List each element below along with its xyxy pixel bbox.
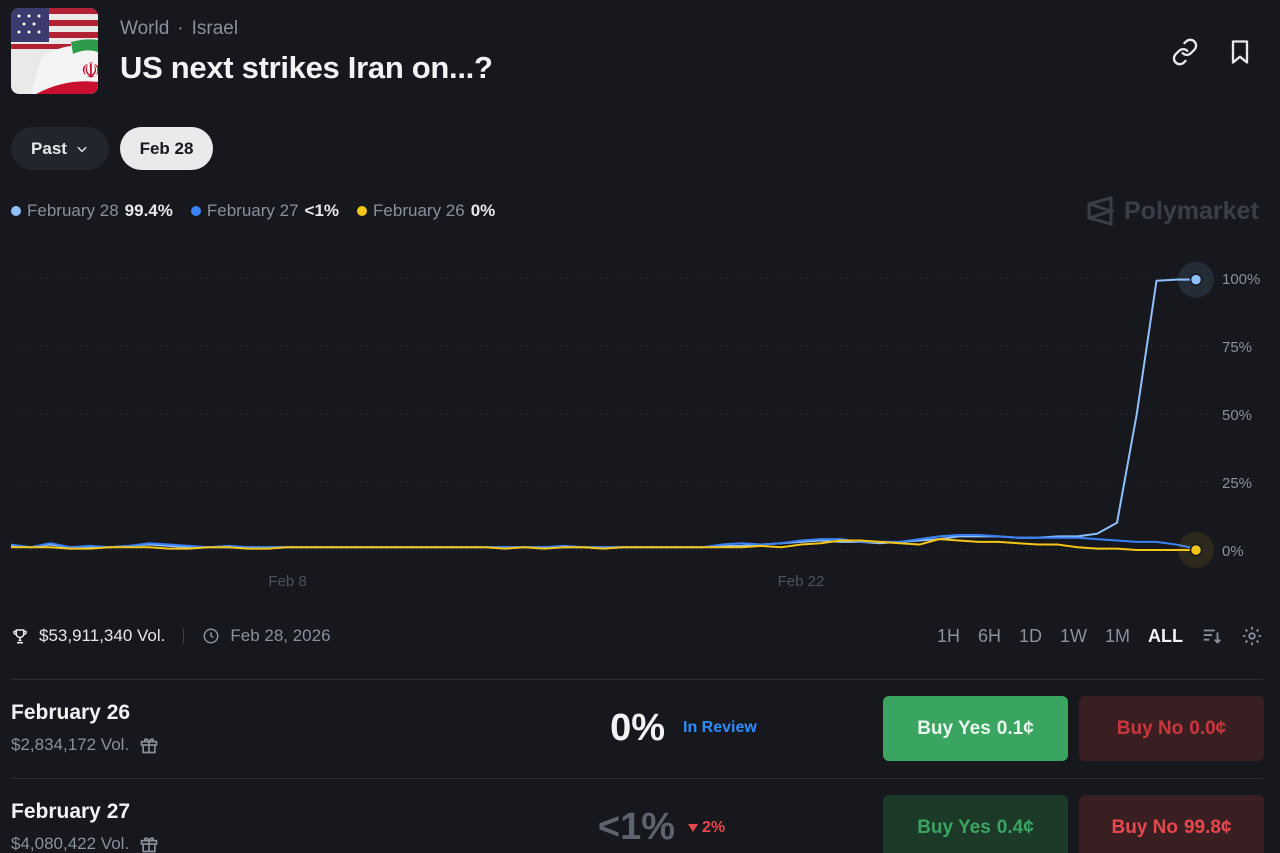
buy-no-button[interactable]: Buy No 99.8¢	[1079, 795, 1264, 853]
page-title: US next strikes Iran on...?	[120, 50, 493, 85]
y-tick-label: 50%	[1222, 407, 1252, 424]
polymarket-watermark: Polymarket	[1086, 196, 1259, 226]
market-stats: $53,911,340 Vol. Feb 28, 2026	[11, 626, 331, 646]
end-date: Feb 28, 2026	[230, 626, 331, 645]
buy-yes-price: 0.1¢	[996, 717, 1034, 739]
watermark-text: Polymarket	[1124, 196, 1259, 225]
breadcrumb: World · Israel	[120, 18, 238, 40]
breadcrumb-israel[interactable]: Israel	[191, 18, 239, 39]
y-tick-label: 100%	[1222, 271, 1260, 288]
y-tick-label: 75%	[1222, 339, 1252, 356]
us-iran-flag-image: ☫	[11, 8, 98, 94]
change-value: 2%	[702, 819, 726, 836]
outcome-volume: $4,080,422 Vol.	[11, 834, 159, 853]
total-volume: $53,911,340 Vol.	[39, 626, 166, 645]
outcome-volume-text: $4,080,422 Vol.	[11, 834, 130, 853]
range-1d[interactable]: 1D	[1018, 625, 1042, 646]
range-all[interactable]: ALL	[1148, 625, 1183, 646]
outcome-probability: 0%	[610, 707, 665, 749]
x-tick-label: Feb 8	[268, 573, 306, 590]
outcome-probability: <1%	[597, 806, 675, 848]
bookmark-icon[interactable]	[1226, 38, 1254, 66]
legend-label: February 26	[373, 201, 465, 220]
divider	[11, 679, 1263, 680]
legend-item-feb-26: February 26 0%	[357, 201, 495, 221]
market-thumbnail: ☫	[11, 8, 98, 94]
breadcrumb-world[interactable]: World	[120, 18, 170, 39]
chart-legend: February 28 99.4% February 27 <1% Februa…	[11, 201, 495, 221]
buy-no-price: 99.8¢	[1183, 816, 1232, 838]
y-tick-label: 25%	[1222, 475, 1252, 492]
gift-icon[interactable]	[139, 834, 159, 853]
series-line	[10, 534, 1197, 550]
y-tick-label: 0%	[1222, 543, 1244, 560]
svg-text:☫: ☫	[81, 59, 98, 84]
outcome-volume: $2,834,172 Vol.	[11, 735, 159, 755]
trophy-icon	[13, 629, 27, 644]
divider	[11, 778, 1263, 779]
buy-yes-label: Buy Yes	[917, 717, 991, 739]
outcome-volume-text: $2,834,172 Vol.	[11, 735, 130, 754]
polymarket-logo-icon	[1087, 196, 1114, 226]
breadcrumb-separator: ·	[177, 18, 184, 39]
legend-label: February 27	[206, 201, 299, 220]
range-1h[interactable]: 1H	[936, 625, 960, 646]
outcome-name: February 27	[11, 800, 131, 823]
range-1m[interactable]: 1M	[1104, 625, 1130, 646]
price-chart[interactable]: 100% 75% 50% 25% 0% Feb 8 Feb 22	[0, 240, 1280, 600]
buy-no-label: Buy No	[1111, 816, 1178, 838]
chevron-down-icon	[77, 146, 87, 152]
legend-dot	[11, 206, 21, 216]
buy-yes-button[interactable]: Buy Yes 0.4¢	[883, 795, 1068, 853]
buy-yes-button[interactable]: Buy Yes 0.1¢	[883, 696, 1068, 761]
series-line	[11, 538, 1196, 551]
gift-icon[interactable]	[139, 735, 159, 755]
series-line	[10, 278, 1196, 549]
past-dropdown[interactable]: Past	[11, 127, 109, 170]
legend-label: February 28	[27, 201, 119, 220]
clock-icon	[203, 628, 219, 644]
change-indicator: 2%	[688, 819, 725, 837]
divider	[183, 628, 185, 644]
range-1w[interactable]: 1W	[1059, 625, 1087, 646]
range-6h[interactable]: 6H	[977, 625, 1001, 646]
time-range-selector: 1H 6H 1D 1W 1M ALL	[937, 625, 1263, 647]
x-tick-label: Feb 22	[778, 573, 825, 590]
buy-yes-price: 0.4¢	[996, 816, 1034, 838]
legend-value: 99.4%	[124, 201, 173, 220]
past-label: Past	[31, 138, 67, 158]
legend-dot	[357, 206, 368, 216]
buy-no-button[interactable]: Buy No 0.0¢	[1079, 696, 1264, 761]
buy-no-price: 0.0¢	[1189, 717, 1227, 739]
buy-no-label: Buy No	[1116, 717, 1184, 739]
end-marker	[1189, 543, 1203, 557]
end-marker	[1189, 273, 1203, 286]
buy-yes-label: Buy Yes	[917, 816, 991, 838]
status-badge: In Review	[683, 719, 757, 736]
outcome-name: February 26	[11, 701, 131, 724]
legend-value: <1%	[304, 201, 340, 220]
link-icon[interactable]	[1171, 38, 1199, 66]
legend-dot	[190, 206, 201, 216]
settings-gear-icon[interactable]	[1241, 625, 1263, 647]
legend-value: 0%	[470, 201, 496, 220]
legend-item-feb-28: February 28 99.4%	[11, 201, 173, 221]
date-filter-feb-28[interactable]: Feb 28	[120, 127, 213, 170]
down-triangle-icon	[688, 824, 698, 832]
sort-icon[interactable]	[1201, 625, 1223, 647]
legend-item-feb-27: February 27 <1%	[190, 201, 340, 221]
